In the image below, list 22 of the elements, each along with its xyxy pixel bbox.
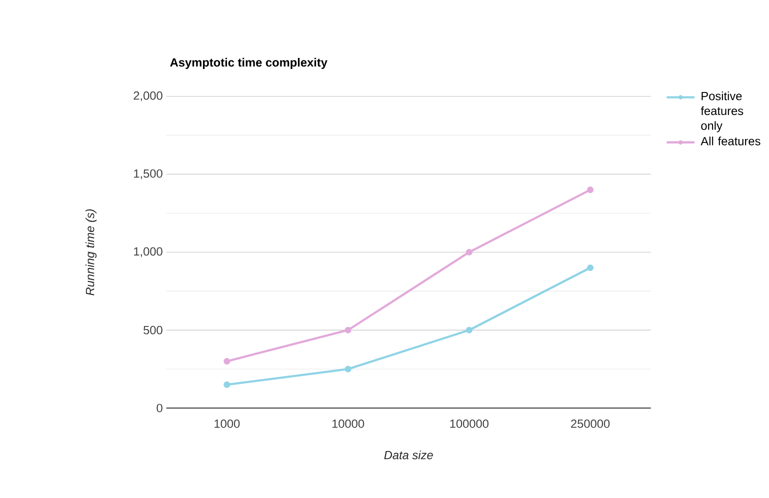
x-tick-label: 100000 <box>450 419 488 428</box>
point <box>224 358 230 364</box>
chart-title: Asymptotic time complexity <box>170 58 328 69</box>
legend-label: All features <box>700 136 760 146</box>
point <box>587 186 594 193</box>
point <box>344 366 352 372</box>
x-tick-label: 1000 <box>214 419 240 428</box>
point <box>466 248 472 256</box>
y-tick-label: 2,000 <box>134 91 162 102</box>
y-axis-title: Running time (s) <box>86 209 97 296</box>
y-tick-label: 0 <box>156 404 162 412</box>
x-tick-label: 10000 <box>332 419 364 428</box>
legend-label: Positive features only <box>700 91 744 132</box>
x-axis-title: Data size <box>384 450 433 460</box>
point <box>344 326 352 334</box>
point <box>466 326 472 334</box>
y-tick-label: 500 <box>144 326 162 334</box>
y-tick-label: 1,000 <box>134 247 162 257</box>
x-tick-label: 250000 <box>571 419 610 428</box>
point <box>587 264 594 271</box>
point <box>224 381 230 388</box>
y-tick-label: 1,500 <box>134 169 162 179</box>
